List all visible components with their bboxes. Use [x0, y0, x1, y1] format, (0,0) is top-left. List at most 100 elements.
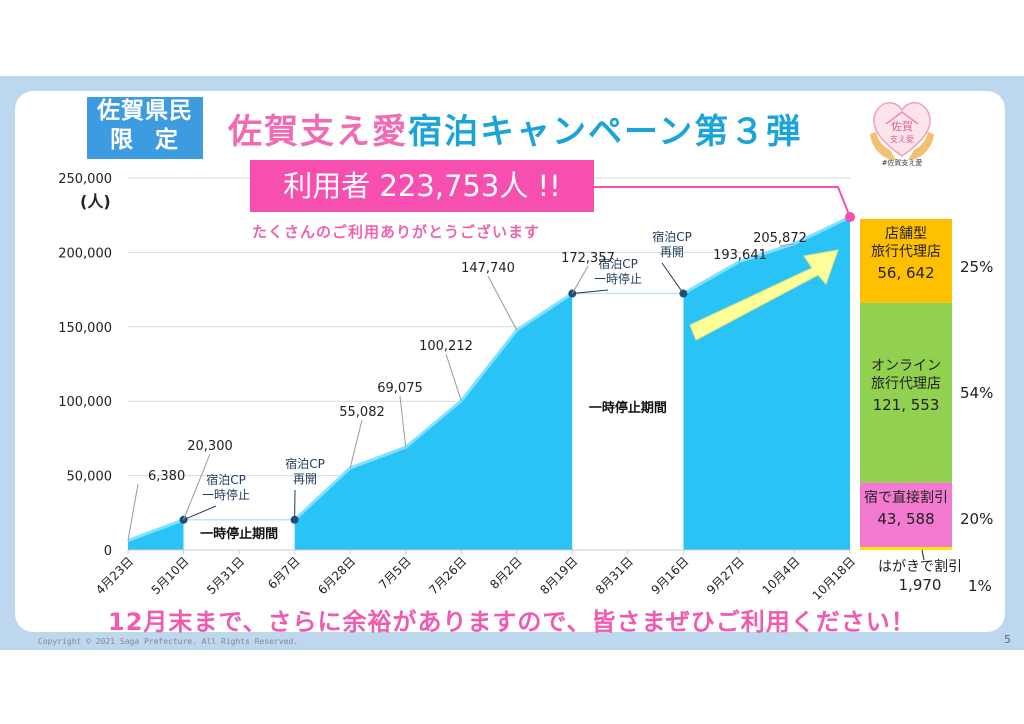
data-label: 20,300 — [187, 439, 233, 454]
data-label-leader — [445, 353, 462, 402]
y-tick-label: 150,000 — [58, 321, 112, 336]
logo-text2: 支え愛 — [890, 134, 914, 144]
saga-sasaeai-logo-icon: 佐賀 支え愛 — [870, 102, 934, 160]
postcard-value: 1,970 — [898, 576, 942, 594]
annotation-text: 一時停止 — [594, 271, 642, 286]
postcard-leader — [921, 549, 925, 561]
x-tick-label: 5月10日 — [149, 554, 192, 597]
area-edge-line — [127, 518, 185, 542]
copyright: Copyright © 2021 Saga Prefecture. All Ri… — [38, 637, 299, 646]
x-tick-label: 9月27日 — [704, 554, 747, 597]
data-label-leader — [127, 483, 139, 541]
segment-name: 旅行代理店 — [871, 375, 941, 392]
logo-text1: 佐賀 — [891, 119, 913, 133]
y-tick-label: 250,000 — [58, 172, 112, 187]
segment-value: 43, 588 — [877, 509, 935, 528]
data-label-leader — [399, 395, 407, 448]
y-tick-label: 0 — [104, 544, 112, 559]
y-axis-unit: (人) — [80, 192, 111, 211]
stacked-segment — [860, 219, 952, 303]
data-label-leader — [738, 261, 741, 264]
stacked-segment — [860, 302, 952, 483]
annotation-text: 一時停止 — [202, 487, 250, 502]
x-tick-label: 7月26日 — [426, 554, 469, 597]
callout-connector — [594, 186, 851, 218]
data-label: 205,872 — [753, 231, 807, 246]
thanks-message: たくさんのご利用ありがとうございます — [252, 223, 541, 241]
area-segment — [128, 519, 184, 550]
stacked-segment-label: 宿で直接割引 43, 588 — [860, 489, 952, 528]
x-tick-label: 6月7日 — [265, 554, 303, 592]
x-tick-label: 6月28日 — [315, 554, 358, 597]
logo-caption: #佐賀支え愛 — [881, 159, 923, 167]
data-label: 6,380 — [148, 469, 185, 484]
segment-name: 宿で直接割引 — [864, 489, 948, 506]
segment-value: 56, 642 — [877, 263, 935, 282]
annotation-text: 宿泊CP — [652, 229, 692, 244]
postcard-label: はがきで割引 — [878, 559, 962, 575]
pause-period-box — [183, 519, 295, 550]
annotation-leader — [572, 289, 609, 295]
annotation-text: 宿泊CP — [206, 472, 246, 487]
bottom-message: 12月末まで、さらに余裕がありますので、皆さまぜひご利用ください！ — [108, 608, 916, 636]
segment-name: 店舗型 — [885, 225, 927, 242]
x-tick-label: 8月19日 — [537, 554, 580, 597]
stacked-segment — [860, 547, 952, 550]
stacked-segment-label: 店舗型 旅行代理店 56, 642 — [860, 225, 952, 282]
data-label-leader — [487, 275, 518, 331]
annotation-text: 再開 — [660, 245, 684, 259]
segment-percent: 25% — [960, 258, 994, 276]
segment-name: オンライン — [871, 357, 941, 374]
annotation-text: 再開 — [293, 472, 317, 486]
title-blue: 宿泊キャンペーン第３弾 — [408, 112, 803, 152]
data-label-leader — [349, 419, 363, 469]
residents-only-badge: 佐賀県民 限定 — [87, 97, 203, 159]
y-tick-label: 200,000 — [58, 246, 112, 261]
stacked-segment — [860, 482, 952, 548]
pause-period-label: 一時停止期間 — [589, 400, 667, 416]
page-number: 5 — [1004, 633, 1011, 646]
x-tick-label: 8月31日 — [593, 554, 636, 597]
y-tick-label: 50,000 — [67, 470, 113, 485]
annotation-leader — [183, 505, 217, 521]
x-tick-label: 5月31日 — [204, 554, 247, 597]
segment-percent: 20% — [960, 510, 994, 528]
pause-period-box — [572, 293, 684, 550]
data-label: 147,740 — [461, 261, 515, 276]
data-label: 55,082 — [339, 405, 385, 420]
x-tick-label: 4月23日 — [93, 554, 136, 597]
data-label: 193,641 — [713, 248, 767, 263]
area-edge-line — [293, 292, 574, 521]
segment-value: 121, 553 — [872, 395, 940, 414]
x-tick-label: 9月16日 — [648, 554, 691, 597]
total-users-callout: 利用者 223,753人 !! — [250, 160, 594, 212]
x-tick-label: 10月4日 — [760, 554, 803, 597]
annotation-leader — [661, 262, 684, 294]
annotation-dot — [679, 289, 688, 298]
segment-percent: 1% — [968, 577, 992, 595]
area-segment — [683, 217, 850, 550]
data-label-leader — [779, 243, 795, 247]
badge-line1: 佐賀県民 — [97, 98, 193, 124]
stacked-segment-label: オンライン 旅行代理店 121, 553 — [860, 357, 952, 414]
title-pink: 佐賀支え愛 — [228, 112, 408, 152]
annotation-text: 宿泊CP — [285, 456, 325, 471]
annotation-text: 宿泊CP — [598, 256, 638, 271]
growth-arrow-icon — [689, 249, 839, 341]
page-title: 佐賀支え愛宿泊キャンペーン第３弾 — [228, 104, 802, 153]
x-tick-label: 10月18日 — [810, 554, 858, 602]
data-label-leader — [571, 265, 589, 294]
badge-line2: 限定 — [110, 127, 200, 153]
area-segment — [294, 293, 573, 550]
x-tick-label: 8月2日 — [487, 554, 525, 592]
total-point-dot — [845, 212, 855, 223]
annotation-dot — [290, 515, 299, 524]
segment-name: 旅行代理店 — [871, 243, 941, 260]
segment-percent: 54% — [960, 384, 994, 402]
pause-period-label: 一時停止期間 — [200, 526, 278, 542]
data-label-leader — [183, 453, 211, 520]
y-tick-label: 100,000 — [58, 395, 112, 410]
data-label: 69,075 — [377, 381, 423, 396]
area-edge-line — [682, 215, 851, 295]
